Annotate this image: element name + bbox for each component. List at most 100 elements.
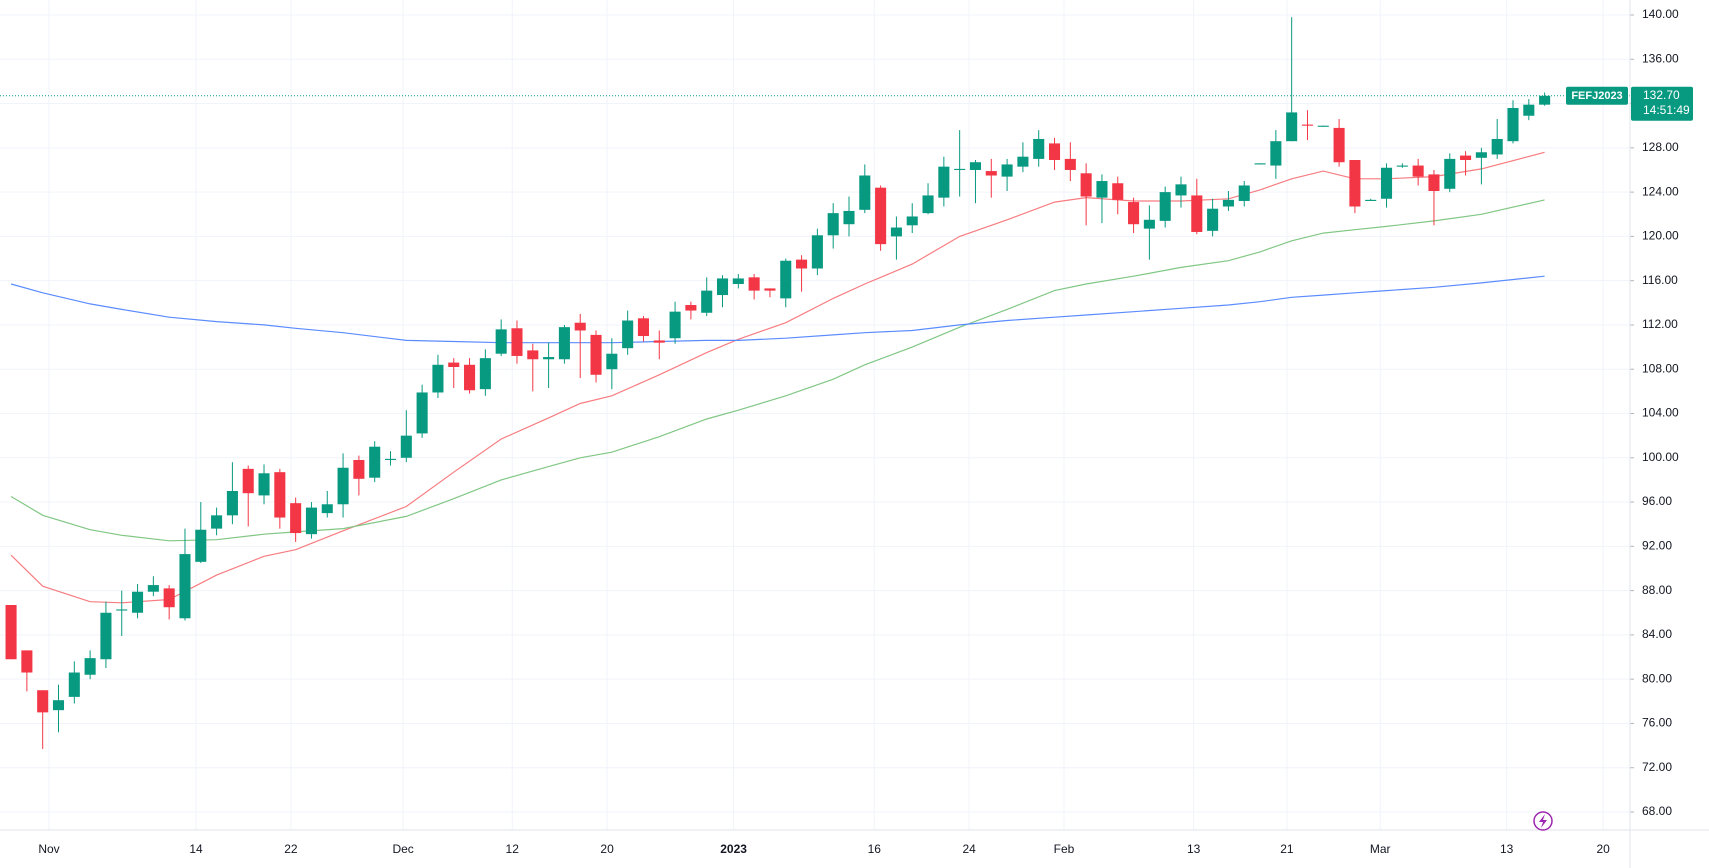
x-tick-label: 20 [600, 842, 614, 856]
candle-body [748, 277, 760, 291]
y-tick-label: 96.00 [1642, 494, 1672, 508]
candle-body [337, 467, 349, 505]
x-tick-label: Mar [1370, 842, 1391, 856]
candle-body [780, 260, 792, 299]
candle-body [764, 288, 776, 291]
candle-body [875, 187, 887, 245]
candle-body [1333, 127, 1345, 163]
candle-body [1539, 95, 1551, 105]
candle-body [637, 318, 649, 337]
candle-body [574, 322, 586, 331]
candle-body [369, 446, 381, 478]
candle-body [1444, 158, 1456, 189]
candles [5, 17, 1551, 749]
candle-body [479, 358, 491, 390]
candle-body [37, 690, 49, 713]
candle-body [732, 278, 744, 284]
candle-body [511, 328, 523, 356]
x-tick-label: 12 [506, 842, 520, 856]
candle-body [1412, 165, 1424, 177]
x-tick-label: 2023 [720, 842, 747, 856]
candle-body [985, 171, 997, 176]
candle-body [305, 507, 317, 535]
candle-body [448, 362, 460, 368]
candle-body [100, 612, 112, 660]
x-tick-label: Nov [38, 842, 59, 856]
moving-averages [10, 151, 1545, 604]
countdown-label: 14:51:49 [1643, 103, 1690, 117]
x-tick-label: Feb [1054, 842, 1075, 856]
candle-body [1191, 195, 1203, 232]
candle-body [84, 658, 96, 675]
last-price-label: 132.70 [1643, 88, 1680, 102]
candle-body [1096, 181, 1108, 198]
candle-body [716, 278, 729, 296]
candle-body [922, 195, 934, 214]
candle-body [5, 605, 17, 660]
candle-body [1112, 183, 1124, 200]
candle-body [147, 585, 159, 592]
candle-body [1475, 152, 1487, 158]
y-tick-label: 140.00 [1642, 7, 1679, 21]
candle-body [1175, 184, 1187, 196]
x-tick-label: 16 [868, 842, 882, 856]
candle-body [258, 473, 270, 496]
x-tick-label: 24 [962, 842, 976, 856]
y-tick-label: 116.00 [1642, 273, 1678, 287]
y-tick-label: 120.00 [1642, 229, 1679, 243]
candle-body [226, 490, 238, 516]
candle-body [1159, 192, 1171, 221]
candle-body [1286, 112, 1298, 142]
candle-body [1428, 174, 1440, 192]
y-tick-label: 104.00 [1642, 406, 1679, 420]
moving-average-line [10, 275, 1545, 344]
x-tick-label: 13 [1187, 842, 1201, 856]
candle-body [163, 588, 175, 608]
candle-body [52, 700, 65, 711]
candle-body [827, 213, 839, 236]
candle-body [211, 515, 223, 529]
candle-body [669, 311, 681, 339]
candle-body [796, 259, 808, 269]
candle-body [1349, 160, 1361, 207]
candle-body [116, 609, 128, 611]
moving-average-line [10, 151, 1545, 604]
x-tick-label: 13 [1500, 842, 1514, 856]
candle-body [432, 364, 444, 393]
candle-body [685, 305, 697, 311]
candle-body [68, 672, 80, 697]
candle-body [938, 166, 950, 198]
candle-body [464, 364, 476, 391]
y-tick-label: 136.00 [1642, 51, 1679, 65]
candle-body [21, 650, 33, 673]
candle-body [353, 459, 365, 479]
moving-average-line [10, 199, 1545, 542]
x-tick-label: 21 [1280, 842, 1294, 856]
candle-body [1143, 219, 1155, 229]
candle-body [590, 334, 602, 375]
lightning-icon[interactable] [1533, 811, 1553, 831]
x-tick-label: 22 [284, 842, 298, 856]
candle-body [701, 290, 713, 313]
y-tick-label: 100.00 [1642, 450, 1679, 464]
candle-body [495, 329, 507, 354]
price-badge [1631, 86, 1693, 121]
candle-body [622, 320, 634, 349]
symbol-badge [1566, 86, 1628, 105]
candle-body [1396, 165, 1408, 167]
candle-body [1254, 163, 1266, 165]
candle-body [1207, 208, 1219, 231]
y-tick-label: 88.00 [1642, 583, 1672, 597]
candle-body [1270, 141, 1282, 166]
y-tick-label: 108.00 [1642, 361, 1679, 375]
candle-body [653, 340, 665, 343]
candle-body [558, 327, 570, 360]
candle-body [954, 168, 966, 170]
candle-body [843, 210, 855, 225]
candle-body [1507, 107, 1519, 142]
x-tick-label: Dec [392, 842, 413, 856]
y-tick-label: 112.00 [1642, 317, 1678, 331]
candle-body [543, 357, 555, 360]
candle-body [859, 175, 871, 210]
